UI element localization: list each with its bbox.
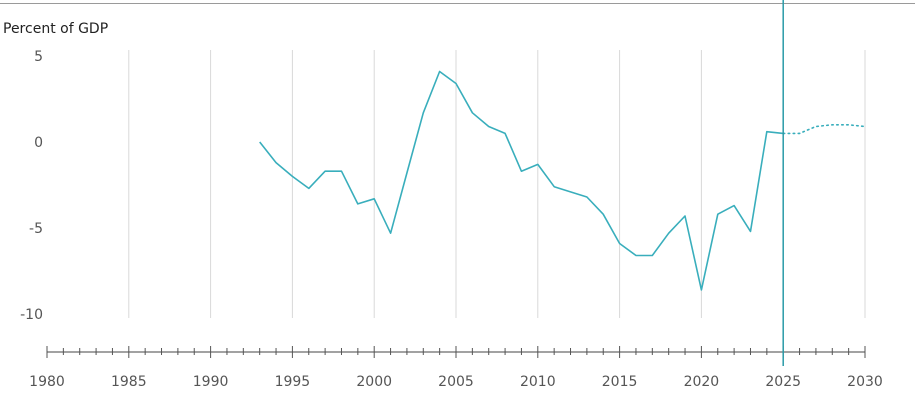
y-axis-label: Percent of GDP xyxy=(3,21,108,37)
x-tick-label-2020: 2020 xyxy=(684,374,720,390)
x-tick-label-2005: 2005 xyxy=(438,374,474,390)
grid-lines xyxy=(128,50,866,318)
series-lines xyxy=(259,70,866,291)
x-tick-label-2000: 2000 xyxy=(356,374,392,390)
y-tick-label-0: 0 xyxy=(34,135,43,151)
x-tick-label-1980: 1980 xyxy=(29,374,65,390)
x-tick-label-2030: 2030 xyxy=(847,374,883,390)
x-axis: 1980 1985 1990 1995 2000 2005 2010 2015 2020 2025… xyxy=(29,346,883,390)
x-tick-label-1990: 1990 xyxy=(193,374,229,390)
series-line-forecast-0 xyxy=(782,124,866,135)
y-tick-label-5: 5 xyxy=(34,49,43,65)
y-tick-label--10: -10 xyxy=(20,307,43,323)
x-tick-label-2010: 2010 xyxy=(520,374,556,390)
x-tick-label-1985: 1985 xyxy=(111,374,147,390)
x-tick-label-2025: 2025 xyxy=(765,374,801,390)
series-line-actual-0 xyxy=(259,70,784,291)
x-tick-label-2015: 2015 xyxy=(602,374,638,390)
x-tick-label-1995: 1995 xyxy=(275,374,311,390)
y-tick-label--5: -5 xyxy=(29,221,43,237)
y-tick-labels: 5 0 -5 -10 xyxy=(20,49,43,323)
